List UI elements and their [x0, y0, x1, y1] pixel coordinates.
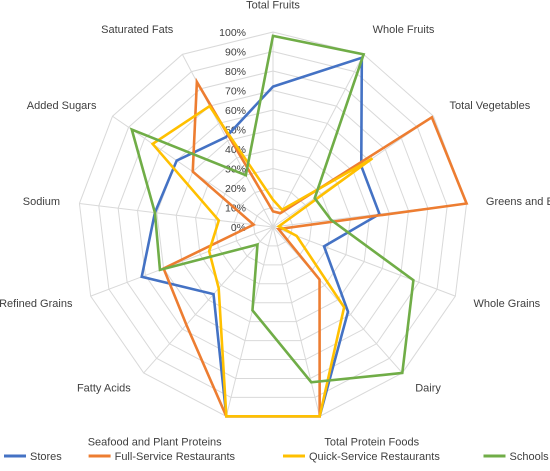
category-label-seafood-and-plant-proteins: Seafood and Plant Proteins: [88, 436, 222, 448]
category-label-total-fruits: Total Fruits: [246, 0, 300, 12]
spoke-total-protein-foods: [272, 226, 321, 417]
grid-ring-4: [195, 148, 351, 304]
spoke-whole-fruits: [272, 54, 365, 228]
category-label-saturated-fats: Saturated Fats: [101, 24, 174, 36]
spoke-whole-grains: [272, 226, 456, 297]
category-label-added-sugars: Added Sugars: [27, 100, 97, 112]
category-label-total-protein-foods: Total Protein Foods: [324, 436, 419, 448]
spoke-fatty-acids: [143, 226, 274, 374]
tick-label: 80%: [225, 66, 246, 78]
spoke-seafood-and-plant-proteins: [225, 226, 274, 417]
category-labels: Total Fruits Whole Fruits Total Vegetables…: [0, 0, 550, 448]
legend-label-stores: Stores: [30, 451, 62, 463]
legend: Stores Full-Service Restaurants Quick-Serv…: [4, 451, 549, 463]
category-label-whole-grains: Whole Grains: [474, 298, 541, 310]
category-label-total-vegetables: Total Vegetables: [450, 100, 531, 112]
legend-label-quick-service-restaurants: Quick-Service Restaurants: [309, 451, 440, 463]
radar-grid: [78, 31, 468, 417]
tick-label: 20%: [225, 183, 246, 195]
category-label-greens-and-beans: Greens and Beans: [486, 196, 550, 208]
grid-ring-9: [98, 50, 448, 398]
grid-ring-7: [136, 89, 410, 361]
category-label-dairy: Dairy: [415, 383, 441, 395]
category-label-whole-fruits: Whole Fruits: [373, 24, 435, 36]
series-line-quick-service-restaurants: [150, 104, 374, 418]
legend-label-schools: Schools: [510, 451, 550, 463]
grid-ring-8: [117, 70, 429, 379]
spoke-refined-grains: [90, 226, 274, 297]
tick-label: 60%: [225, 105, 246, 117]
spoke-sodium: [79, 202, 274, 228]
tick-label: 100%: [219, 27, 246, 39]
series-lines: [129, 34, 469, 418]
tick-label: 70%: [225, 86, 246, 98]
tick-label: 90%: [225, 47, 246, 59]
legend-label-full-service-restaurants: Full-Service Restaurants: [115, 451, 236, 463]
series-line-schools: [129, 34, 415, 384]
category-label-refined-grains: Refined Grains: [0, 298, 73, 310]
grid-ring-5: [175, 128, 371, 323]
category-label-fatty-acids: Fatty Acids: [77, 383, 131, 395]
category-label-sodium: Sodium: [23, 196, 60, 208]
spoke-dairy: [272, 226, 403, 374]
